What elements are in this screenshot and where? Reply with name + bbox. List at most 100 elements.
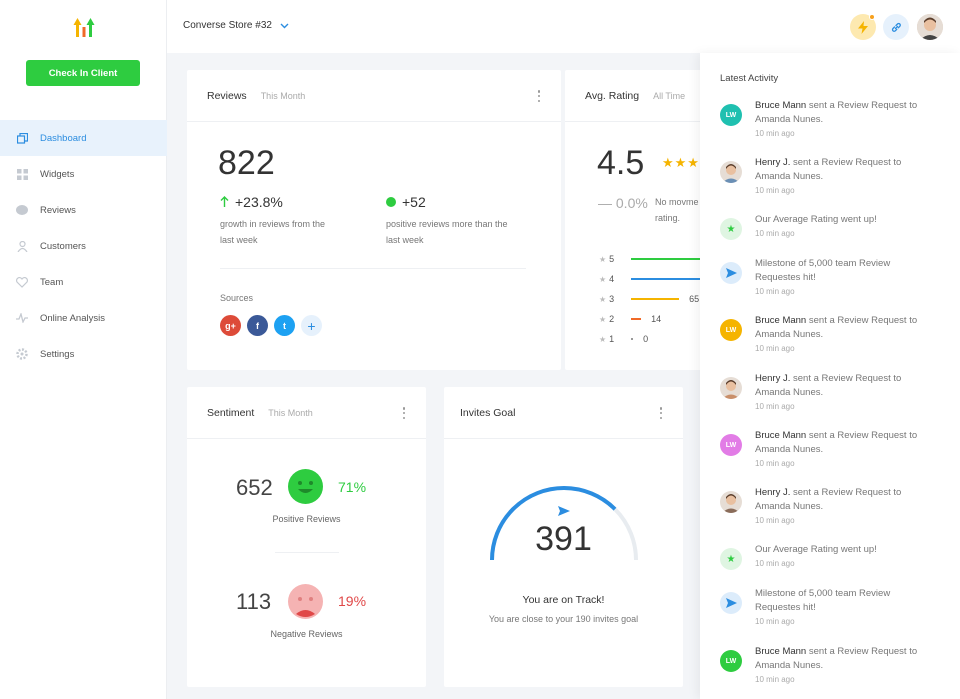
activity-actor: Bruce Mann <box>755 315 807 326</box>
activity-message: sent a Review Request to Amanda Nunes. <box>755 373 902 398</box>
activity-time: 10 min ago <box>755 129 795 138</box>
sidebar-item-reviews[interactable]: Reviews <box>0 192 167 228</box>
activity-time: 10 min ago <box>755 402 795 411</box>
activity-text: Bruce Mann sent a Review Request to Aman… <box>755 429 930 456</box>
lightning-icon <box>858 20 868 34</box>
user-photo-icon <box>720 377 742 399</box>
invites-desc: You are close to your 190 invites goal <box>488 614 639 624</box>
negative-label: Negative Reviews <box>270 629 343 639</box>
happy-face-icon <box>288 469 323 504</box>
sidebar-item-dashboard[interactable]: Dashboard <box>0 120 167 156</box>
rating-value: 4.5 <box>597 144 645 182</box>
sidebar-item-widgets[interactable]: Widgets <box>0 156 167 192</box>
activity-actor: Bruce Mann <box>755 430 807 441</box>
invites-more-icon[interactable] <box>659 407 663 419</box>
rating-row-5: ★ 5 <box>599 253 712 265</box>
send-icon <box>558 506 570 516</box>
sad-face-icon <box>288 584 323 619</box>
store-selector[interactable]: Converse Store #32 <box>183 20 289 31</box>
activity-text: Milestone of 5,000 team Review Requestes… <box>755 587 930 614</box>
rating-row-1: ★ 1 0 <box>599 333 648 345</box>
link-button[interactable] <box>883 14 909 40</box>
rating-stars-icon: ★★★ <box>662 155 700 170</box>
activity-actor: Henry J. <box>755 487 791 498</box>
activity-time: 10 min ago <box>755 675 795 684</box>
star-icon: ★ <box>599 254 607 264</box>
activity-text: Our Average Rating went up! <box>755 213 930 227</box>
activity-message: Milestone of 5,000 team Review Requestes… <box>755 588 891 613</box>
rating-bar <box>631 338 634 340</box>
add-source-button[interactable]: + <box>301 315 322 336</box>
activity-message: sent a Review Request to Amanda Nunes. <box>755 100 918 125</box>
activity-message: sent a Review Request to Amanda Nunes. <box>755 315 918 340</box>
user-avatar[interactable] <box>917 14 943 40</box>
invites-status: You are on Track! <box>522 594 605 606</box>
activity-actor: Henry J. <box>755 373 791 384</box>
reviews-period: This Month <box>260 90 306 101</box>
sidebar-item-label: Settings <box>40 348 75 360</box>
team-icon <box>16 276 28 288</box>
activity-time: 10 min ago <box>755 287 795 296</box>
activity-time: 10 min ago <box>755 186 795 195</box>
notification-dot <box>869 14 875 20</box>
invites-title: Invites Goal <box>460 406 516 419</box>
dashboard-icon <box>16 132 28 144</box>
rating-star-label: 5 <box>609 254 615 264</box>
activity-actor: Bruce Mann <box>755 100 807 111</box>
arrow-up-icon <box>220 196 229 207</box>
rating-bar <box>631 298 680 300</box>
sidebar-item-online-analysis[interactable]: Online Analysis <box>0 300 167 336</box>
rating-row-3: ★ 3 65 <box>599 293 699 305</box>
reviews-positive-value: +52 <box>402 194 426 210</box>
activity-message: Our Average Rating went up! <box>755 544 877 555</box>
rating-count: 14 <box>651 314 662 324</box>
reviews-card: Reviews This Month 822 +23.8% growth in … <box>187 70 561 370</box>
store-name: Converse Store #32 <box>183 20 272 31</box>
reviews-positive-desc: positive reviews more than the last week <box>386 219 508 245</box>
activity-text: Henry J. sent a Review Request to Amanda… <box>755 156 930 183</box>
google-plus-icon[interactable]: g+ <box>220 315 241 336</box>
divider <box>220 268 526 269</box>
initials-avatar: LW <box>720 434 742 456</box>
sources-label: Sources <box>220 293 254 303</box>
sidebar-item-label: Widgets <box>40 168 75 180</box>
sidebar-item-label: Dashboard <box>40 132 87 144</box>
latest-activity-panel: Latest Activity LW Bruce Mann sent a Revi… <box>700 53 960 699</box>
activity-time: 10 min ago <box>755 229 795 238</box>
sidebar-item-customers[interactable]: Customers <box>0 228 167 264</box>
notifications-button[interactable] <box>850 14 876 40</box>
check-in-client-button[interactable]: Check In Client <box>26 60 140 86</box>
negative-count: 113 <box>236 589 272 614</box>
reviews-more-icon[interactable] <box>537 90 541 102</box>
reviews-growth-desc: growth in reviews from the last week <box>220 219 326 245</box>
sentiment-card: Sentiment This Month 652 71% Positive Re… <box>187 387 426 687</box>
sentiment-more-icon[interactable] <box>402 407 406 419</box>
sidebar-item-team[interactable]: Team <box>0 264 167 300</box>
initials-avatar: LW <box>720 650 742 672</box>
app-logo-icon[interactable] <box>72 15 96 39</box>
activity-message: sent a Review Request to Amanda Nunes. <box>755 646 918 671</box>
analysis-icon <box>16 312 28 324</box>
activity-time: 10 min ago <box>755 459 795 468</box>
user-photo-icon <box>720 491 742 513</box>
customers-icon <box>16 240 28 252</box>
settings-icon <box>16 348 28 360</box>
reviews-total: 822 <box>218 144 275 182</box>
sidebar-item-label: Team <box>40 276 64 288</box>
activity-title: Latest Activity <box>720 73 779 84</box>
sentiment-period: This Month <box>268 407 313 418</box>
star-icon: ★ <box>720 218 742 240</box>
sidebar-item-label: Customers <box>40 240 86 252</box>
activity-time: 10 min ago <box>755 617 795 626</box>
facebook-icon[interactable]: f <box>247 315 268 336</box>
positive-count: 652 <box>236 475 273 500</box>
star-icon: ★ <box>599 334 607 344</box>
star-icon: ★ <box>720 548 742 570</box>
sidebar-item-settings[interactable]: Settings <box>0 336 167 372</box>
rating-bar <box>631 258 712 260</box>
rating-card-header: Avg. Rating All Time <box>565 70 735 122</box>
star-icon: ★ <box>599 294 607 304</box>
twitter-icon[interactable]: t <box>274 315 295 336</box>
rating-star-label: 4 <box>609 274 615 284</box>
positive-label: Positive Reviews <box>272 514 341 524</box>
